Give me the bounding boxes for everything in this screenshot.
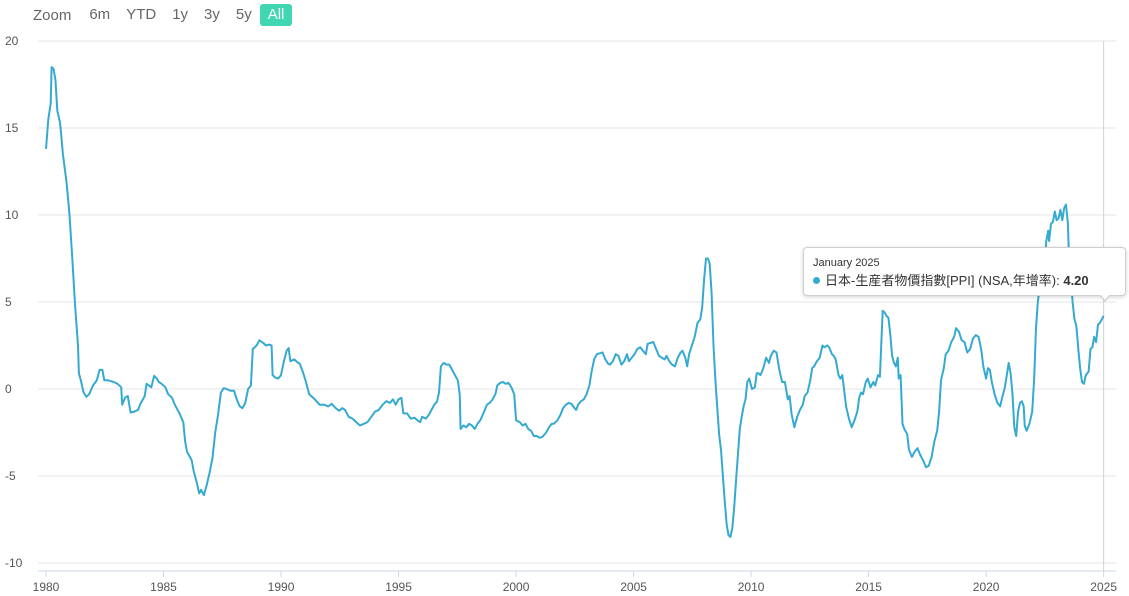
x-tick-label: 2000 bbox=[503, 580, 530, 594]
series-line-ppi[interactable] bbox=[45, 66, 1105, 538]
x-tick-label: 1995 bbox=[385, 580, 412, 594]
tooltip-series-label: 日本-生産者物價指數[PPI] (NSA,年增率): bbox=[825, 273, 1064, 288]
y-tick-label: -10 bbox=[5, 556, 23, 570]
zoom-1y-button[interactable]: 1y bbox=[172, 6, 189, 23]
x-tick-label: 2010 bbox=[738, 580, 765, 594]
x-axis: 1980 1985 1990 1995 2000 2005 2010 2015 2020 2025 bbox=[33, 570, 1117, 594]
y-tick-label: -5 bbox=[5, 469, 16, 483]
x-tick-label: 2005 bbox=[620, 580, 647, 594]
tooltip-pointer-fill bbox=[1100, 294, 1110, 300]
zoom-6m-button[interactable]: 6m bbox=[89, 6, 111, 23]
y-tick-label: 5 bbox=[5, 295, 12, 309]
zoom-label: Zoom bbox=[33, 6, 72, 24]
zoom-all-button[interactable]: All bbox=[259, 4, 293, 26]
zoom-5y-button[interactable]: 5y bbox=[235, 6, 252, 23]
x-tick-label: 1980 bbox=[33, 580, 60, 594]
x-tick-label: 2020 bbox=[973, 580, 1000, 594]
x-tick-label: 2025 bbox=[1090, 580, 1117, 594]
x-tick-label: 2015 bbox=[855, 580, 882, 594]
y-axis: 20 15 10 5 0 -5 -10 bbox=[5, 34, 23, 570]
series-marker-icon bbox=[813, 277, 820, 284]
tooltip-series-row: 日本-生産者物價指數[PPI] (NSA,年增率): 4.20 bbox=[813, 273, 1125, 289]
y-tick-label: 0 bbox=[5, 382, 12, 396]
tooltip-value: 4.20 bbox=[1063, 273, 1089, 288]
y-tick-label: 20 bbox=[5, 34, 19, 48]
x-tick-label: 1985 bbox=[150, 580, 177, 594]
tooltip: January 2025 日本-生産者物價指數[PPI] (NSA,年增率): … bbox=[803, 247, 1126, 296]
zoom-range-selector: Zoom 6m YTD 1y 3y 5y All bbox=[33, 3, 293, 27]
series-layer bbox=[45, 66, 1105, 538]
zoom-3y-button[interactable]: 3y bbox=[204, 6, 220, 23]
y-tick-label: 10 bbox=[5, 208, 19, 222]
y-tick-label: 15 bbox=[5, 121, 19, 135]
y-gridlines bbox=[38, 40, 1116, 564]
tooltip-date: January 2025 bbox=[813, 257, 880, 269]
zoom-ytd-button[interactable]: YTD bbox=[126, 6, 157, 23]
x-tick-label: 1990 bbox=[268, 580, 295, 594]
